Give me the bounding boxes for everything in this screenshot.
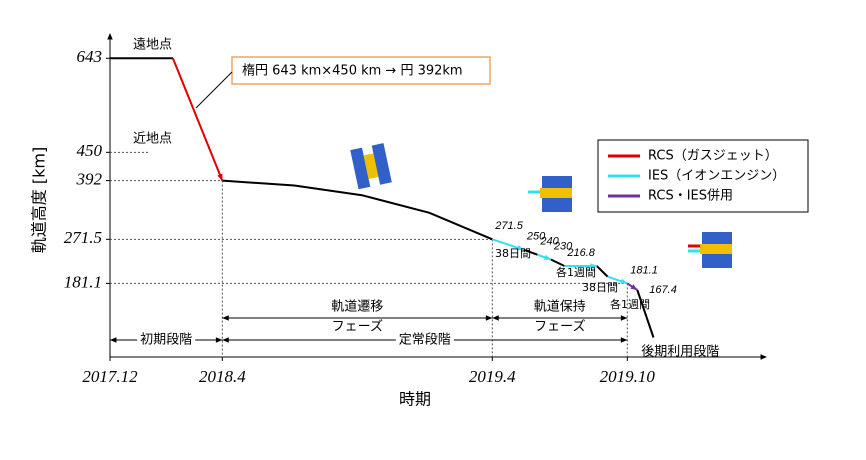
y-tick-label: 392 [76, 170, 103, 189]
y-axis-title: 軌道高度 [km] [30, 147, 49, 253]
data-label: 230 [553, 240, 573, 252]
arrowhead [516, 245, 524, 251]
data-label: 181.1 [630, 264, 658, 276]
series-line [171, 57, 224, 181]
phase-arrow [215, 337, 223, 343]
phase-arrow [485, 315, 493, 321]
phase-label-bg [137, 332, 196, 348]
annotation-box [231, 56, 491, 85]
legend-label: IES（イオンエンジン） [648, 169, 785, 184]
phase-label: 定常段階 [399, 333, 451, 348]
arrowhead [630, 284, 638, 291]
satellite [688, 232, 732, 268]
subphase-label: フェーズ [332, 319, 383, 335]
y-tick-label: 643 [77, 47, 103, 66]
legend-label: RCS（ガスジェット） [648, 149, 778, 164]
phase-arrow [222, 337, 229, 343]
phase-arrow [620, 315, 628, 321]
axis-arrow [107, 33, 113, 40]
arrowhead [543, 254, 551, 260]
leader-line [195, 71, 233, 109]
annotation-text: 楕円 643 km×450 km → 円 392km [242, 64, 463, 79]
phase-arrow [222, 315, 229, 321]
data-label: 240 [539, 236, 559, 248]
y-tick-label: 181.1 [64, 272, 102, 291]
phase-label: 初期段階 [140, 332, 192, 348]
x-tick-label: 2017.12 [82, 367, 138, 386]
data-label: 167.4 [649, 284, 677, 296]
arrowhead [217, 173, 223, 181]
series-line [110, 57, 655, 338]
satellite [350, 143, 392, 190]
duration-label: 38日間 [495, 247, 531, 260]
perigee-label: 近地点 [133, 132, 172, 147]
axis-arrow [760, 354, 767, 360]
phase-label-bg [395, 332, 454, 348]
duration-label: 各1週間 [610, 297, 650, 311]
legend-label: RCS・IES併用 [648, 189, 733, 204]
x-tick-label: 2019.4 [469, 367, 516, 386]
series-line [491, 238, 628, 285]
phase-arrow [110, 337, 117, 343]
data-label: 271.5 [494, 220, 523, 232]
subphase-label: 軌道保持 [534, 299, 586, 315]
y-tick-label: 450 [77, 141, 103, 160]
y-tick-label: 271.5 [64, 228, 102, 247]
data-label: 216.8 [566, 247, 595, 259]
apogee-label: 遠地点 [133, 38, 172, 53]
arrowhead [590, 263, 597, 269]
duration-label: 38日間 [582, 281, 618, 294]
subphase-label: フェーズ [534, 319, 585, 335]
phase-arrow [492, 315, 499, 321]
x-axis-title: 時期 [399, 390, 431, 409]
data-label: 250 [526, 231, 546, 243]
x-tick-label: 2018.4 [199, 367, 246, 386]
duration-label: 各1週間 [556, 265, 596, 279]
subphase-label: 軌道遷移 [331, 299, 383, 315]
phase-label: 後期利用段階 [641, 345, 719, 360]
arrowhead [620, 278, 628, 284]
satellite [528, 176, 572, 212]
x-tick-label: 2019.10 [600, 367, 656, 386]
phase-arrow [620, 337, 628, 343]
